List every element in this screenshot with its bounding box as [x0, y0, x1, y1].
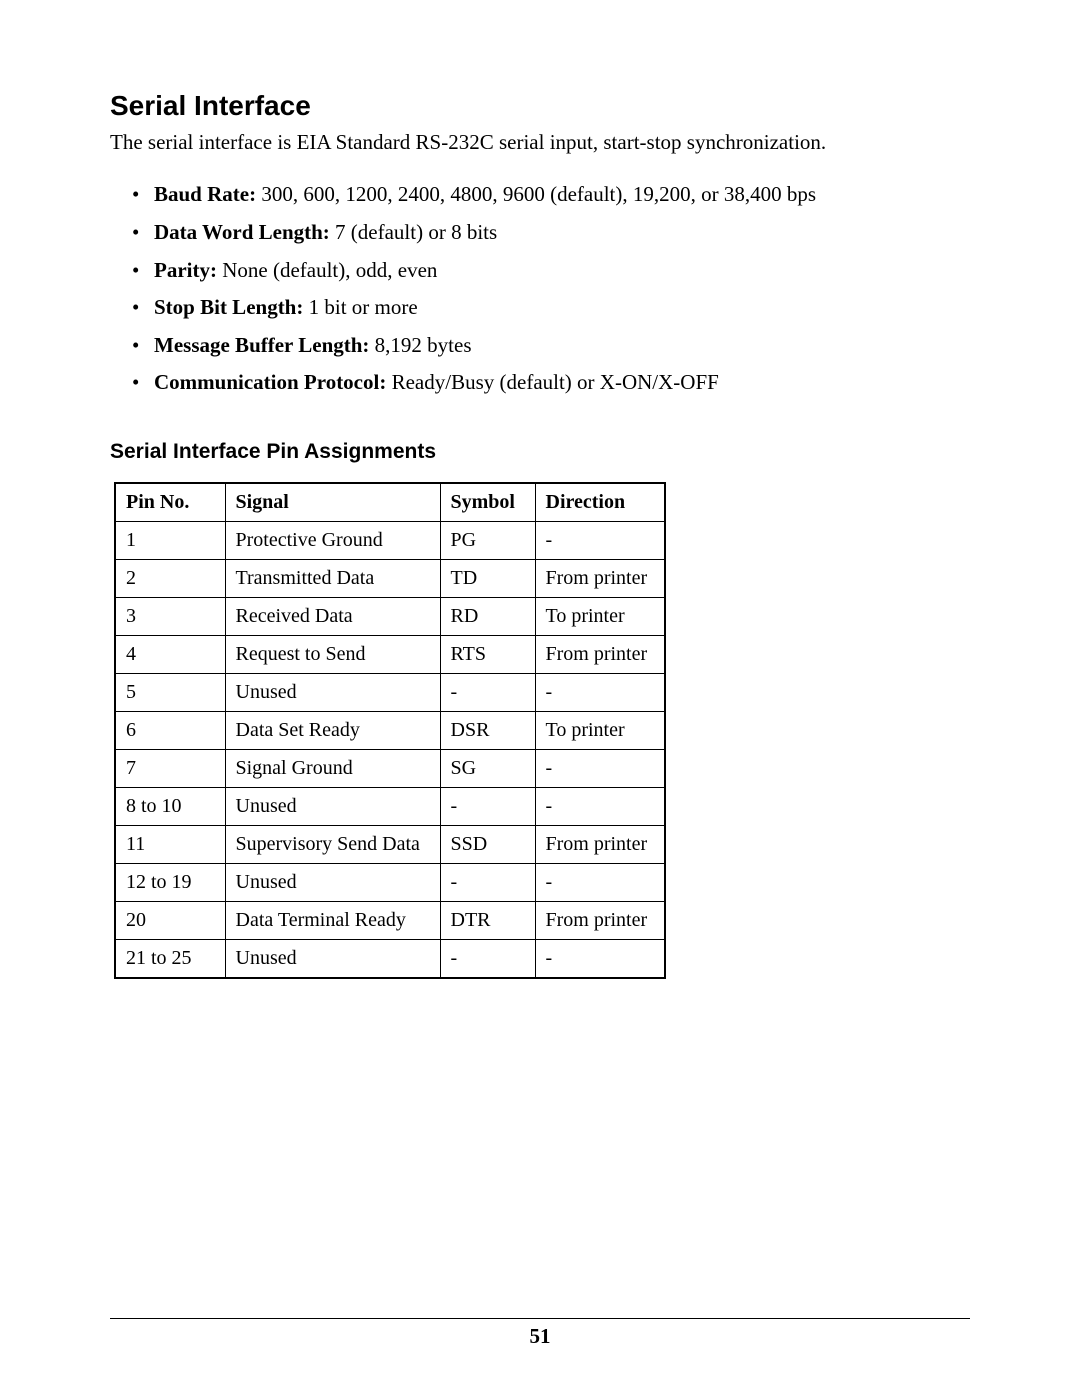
- table-heading: Serial Interface Pin Assignments: [110, 440, 970, 464]
- table-row: 2 Transmitted Data TD From printer: [115, 559, 665, 597]
- cell-signal: Unused: [225, 939, 440, 978]
- cell-symbol: -: [440, 673, 535, 711]
- cell-symbol: SG: [440, 749, 535, 787]
- spec-value: 8,192 bytes: [369, 333, 471, 357]
- cell-signal: Unused: [225, 863, 440, 901]
- cell-direction: -: [535, 521, 665, 559]
- table-row: 1 Protective Ground PG -: [115, 521, 665, 559]
- cell-signal: Signal Ground: [225, 749, 440, 787]
- cell-symbol: DSR: [440, 711, 535, 749]
- cell-direction: -: [535, 673, 665, 711]
- spec-item: Data Word Length: 7 (default) or 8 bits: [136, 216, 970, 250]
- table-row: 3 Received Data RD To printer: [115, 597, 665, 635]
- spec-label: Data Word Length:: [154, 220, 330, 244]
- cell-symbol: TD: [440, 559, 535, 597]
- cell-pin: 21 to 25: [115, 939, 225, 978]
- cell-pin: 20: [115, 901, 225, 939]
- cell-direction: From printer: [535, 901, 665, 939]
- cell-pin: 5: [115, 673, 225, 711]
- table-row: 8 to 10 Unused - -: [115, 787, 665, 825]
- spec-item: Communication Protocol: Ready/Busy (defa…: [136, 366, 970, 400]
- cell-pin: 7: [115, 749, 225, 787]
- spec-item: Parity: None (default), odd, even: [136, 254, 970, 288]
- spec-item: Stop Bit Length: 1 bit or more: [136, 291, 970, 325]
- section-heading: Serial Interface: [110, 90, 970, 122]
- spec-label: Communication Protocol:: [154, 370, 386, 394]
- document-page: Serial Interface The serial interface is…: [0, 0, 1080, 1397]
- cell-signal: Unused: [225, 673, 440, 711]
- footer-rule: [110, 1318, 970, 1319]
- cell-signal: Request to Send: [225, 635, 440, 673]
- table-row: 12 to 19 Unused - -: [115, 863, 665, 901]
- cell-signal: Unused: [225, 787, 440, 825]
- cell-signal: Protective Ground: [225, 521, 440, 559]
- table-row: 21 to 25 Unused - -: [115, 939, 665, 978]
- spec-label: Baud Rate:: [154, 182, 256, 206]
- pin-assignment-table: Pin No. Signal Symbol Direction 1 Protec…: [114, 482, 666, 979]
- cell-signal: Transmitted Data: [225, 559, 440, 597]
- table-row: 5 Unused - -: [115, 673, 665, 711]
- cell-symbol: -: [440, 939, 535, 978]
- cell-symbol: RD: [440, 597, 535, 635]
- spec-value: 1 bit or more: [303, 295, 417, 319]
- cell-direction: From printer: [535, 825, 665, 863]
- cell-pin: 1: [115, 521, 225, 559]
- table-header-row: Pin No. Signal Symbol Direction: [115, 483, 665, 522]
- table-body: 1 Protective Ground PG - 2 Transmitted D…: [115, 521, 665, 978]
- cell-symbol: -: [440, 787, 535, 825]
- column-header: Symbol: [440, 483, 535, 522]
- cell-signal: Supervisory Send Data: [225, 825, 440, 863]
- table-row: 7 Signal Ground SG -: [115, 749, 665, 787]
- table-row: 6 Data Set Ready DSR To printer: [115, 711, 665, 749]
- spec-label: Parity:: [154, 258, 217, 282]
- page-number: 51: [0, 1324, 1080, 1349]
- cell-pin: 8 to 10: [115, 787, 225, 825]
- spec-item: Baud Rate: 300, 600, 1200, 2400, 4800, 9…: [136, 178, 970, 212]
- cell-symbol: PG: [440, 521, 535, 559]
- cell-signal: Data Terminal Ready: [225, 901, 440, 939]
- column-header: Direction: [535, 483, 665, 522]
- cell-symbol: SSD: [440, 825, 535, 863]
- cell-symbol: DTR: [440, 901, 535, 939]
- spec-value: None (default), odd, even: [217, 258, 437, 282]
- table-row: 20 Data Terminal Ready DTR From printer: [115, 901, 665, 939]
- spec-value: Ready/Busy (default) or X-ON/X-OFF: [386, 370, 718, 394]
- spec-item: Message Buffer Length: 8,192 bytes: [136, 329, 970, 363]
- cell-symbol: RTS: [440, 635, 535, 673]
- cell-direction: To printer: [535, 711, 665, 749]
- table-row: 4 Request to Send RTS From printer: [115, 635, 665, 673]
- table-row: 11 Supervisory Send Data SSD From printe…: [115, 825, 665, 863]
- intro-paragraph: The serial interface is EIA Standard RS-…: [110, 128, 970, 156]
- cell-direction: -: [535, 787, 665, 825]
- cell-pin: 2: [115, 559, 225, 597]
- cell-symbol: -: [440, 863, 535, 901]
- cell-signal: Data Set Ready: [225, 711, 440, 749]
- column-header: Pin No.: [115, 483, 225, 522]
- cell-direction: From printer: [535, 635, 665, 673]
- cell-direction: To printer: [535, 597, 665, 635]
- cell-pin: 12 to 19: [115, 863, 225, 901]
- spec-label: Message Buffer Length:: [154, 333, 369, 357]
- cell-pin: 6: [115, 711, 225, 749]
- cell-direction: -: [535, 749, 665, 787]
- spec-value: 7 (default) or 8 bits: [330, 220, 497, 244]
- cell-direction: From printer: [535, 559, 665, 597]
- cell-direction: -: [535, 863, 665, 901]
- cell-pin: 11: [115, 825, 225, 863]
- cell-pin: 4: [115, 635, 225, 673]
- spec-label: Stop Bit Length:: [154, 295, 303, 319]
- spec-value: 300, 600, 1200, 2400, 4800, 9600 (defaul…: [256, 182, 816, 206]
- cell-pin: 3: [115, 597, 225, 635]
- spec-list: Baud Rate: 300, 600, 1200, 2400, 4800, 9…: [110, 178, 970, 400]
- column-header: Signal: [225, 483, 440, 522]
- cell-direction: -: [535, 939, 665, 978]
- cell-signal: Received Data: [225, 597, 440, 635]
